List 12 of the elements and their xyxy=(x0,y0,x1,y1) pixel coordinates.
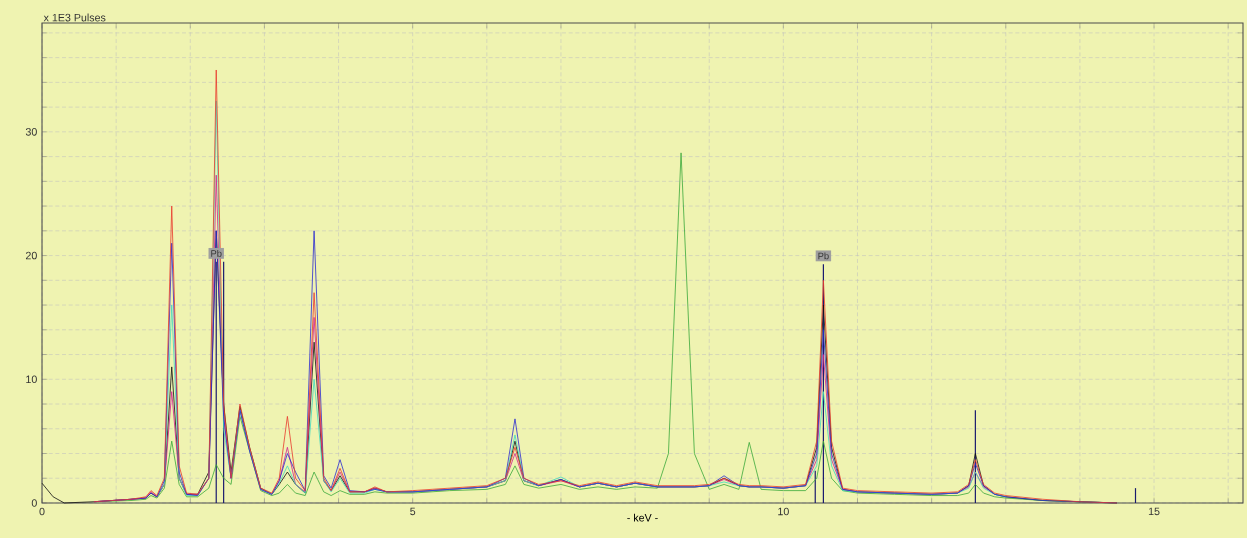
y-axis-title: x 1E3 Pulses xyxy=(43,13,106,22)
y-tick-label: 20 xyxy=(25,251,37,260)
x-axis-title: - keV - xyxy=(627,513,658,522)
y-tick-label: 30 xyxy=(25,128,37,136)
y-tick-label: 10 xyxy=(26,375,37,384)
x-tick-label: 15 xyxy=(1148,507,1160,516)
annotation: Pb xyxy=(818,252,829,260)
annotation: Pb xyxy=(211,249,222,257)
x-tick-label: 0 xyxy=(39,507,45,516)
y-tick-label: 0 xyxy=(31,499,37,507)
x-tick-label: 5 xyxy=(410,507,416,516)
x-tick-label: 10 xyxy=(778,507,789,516)
